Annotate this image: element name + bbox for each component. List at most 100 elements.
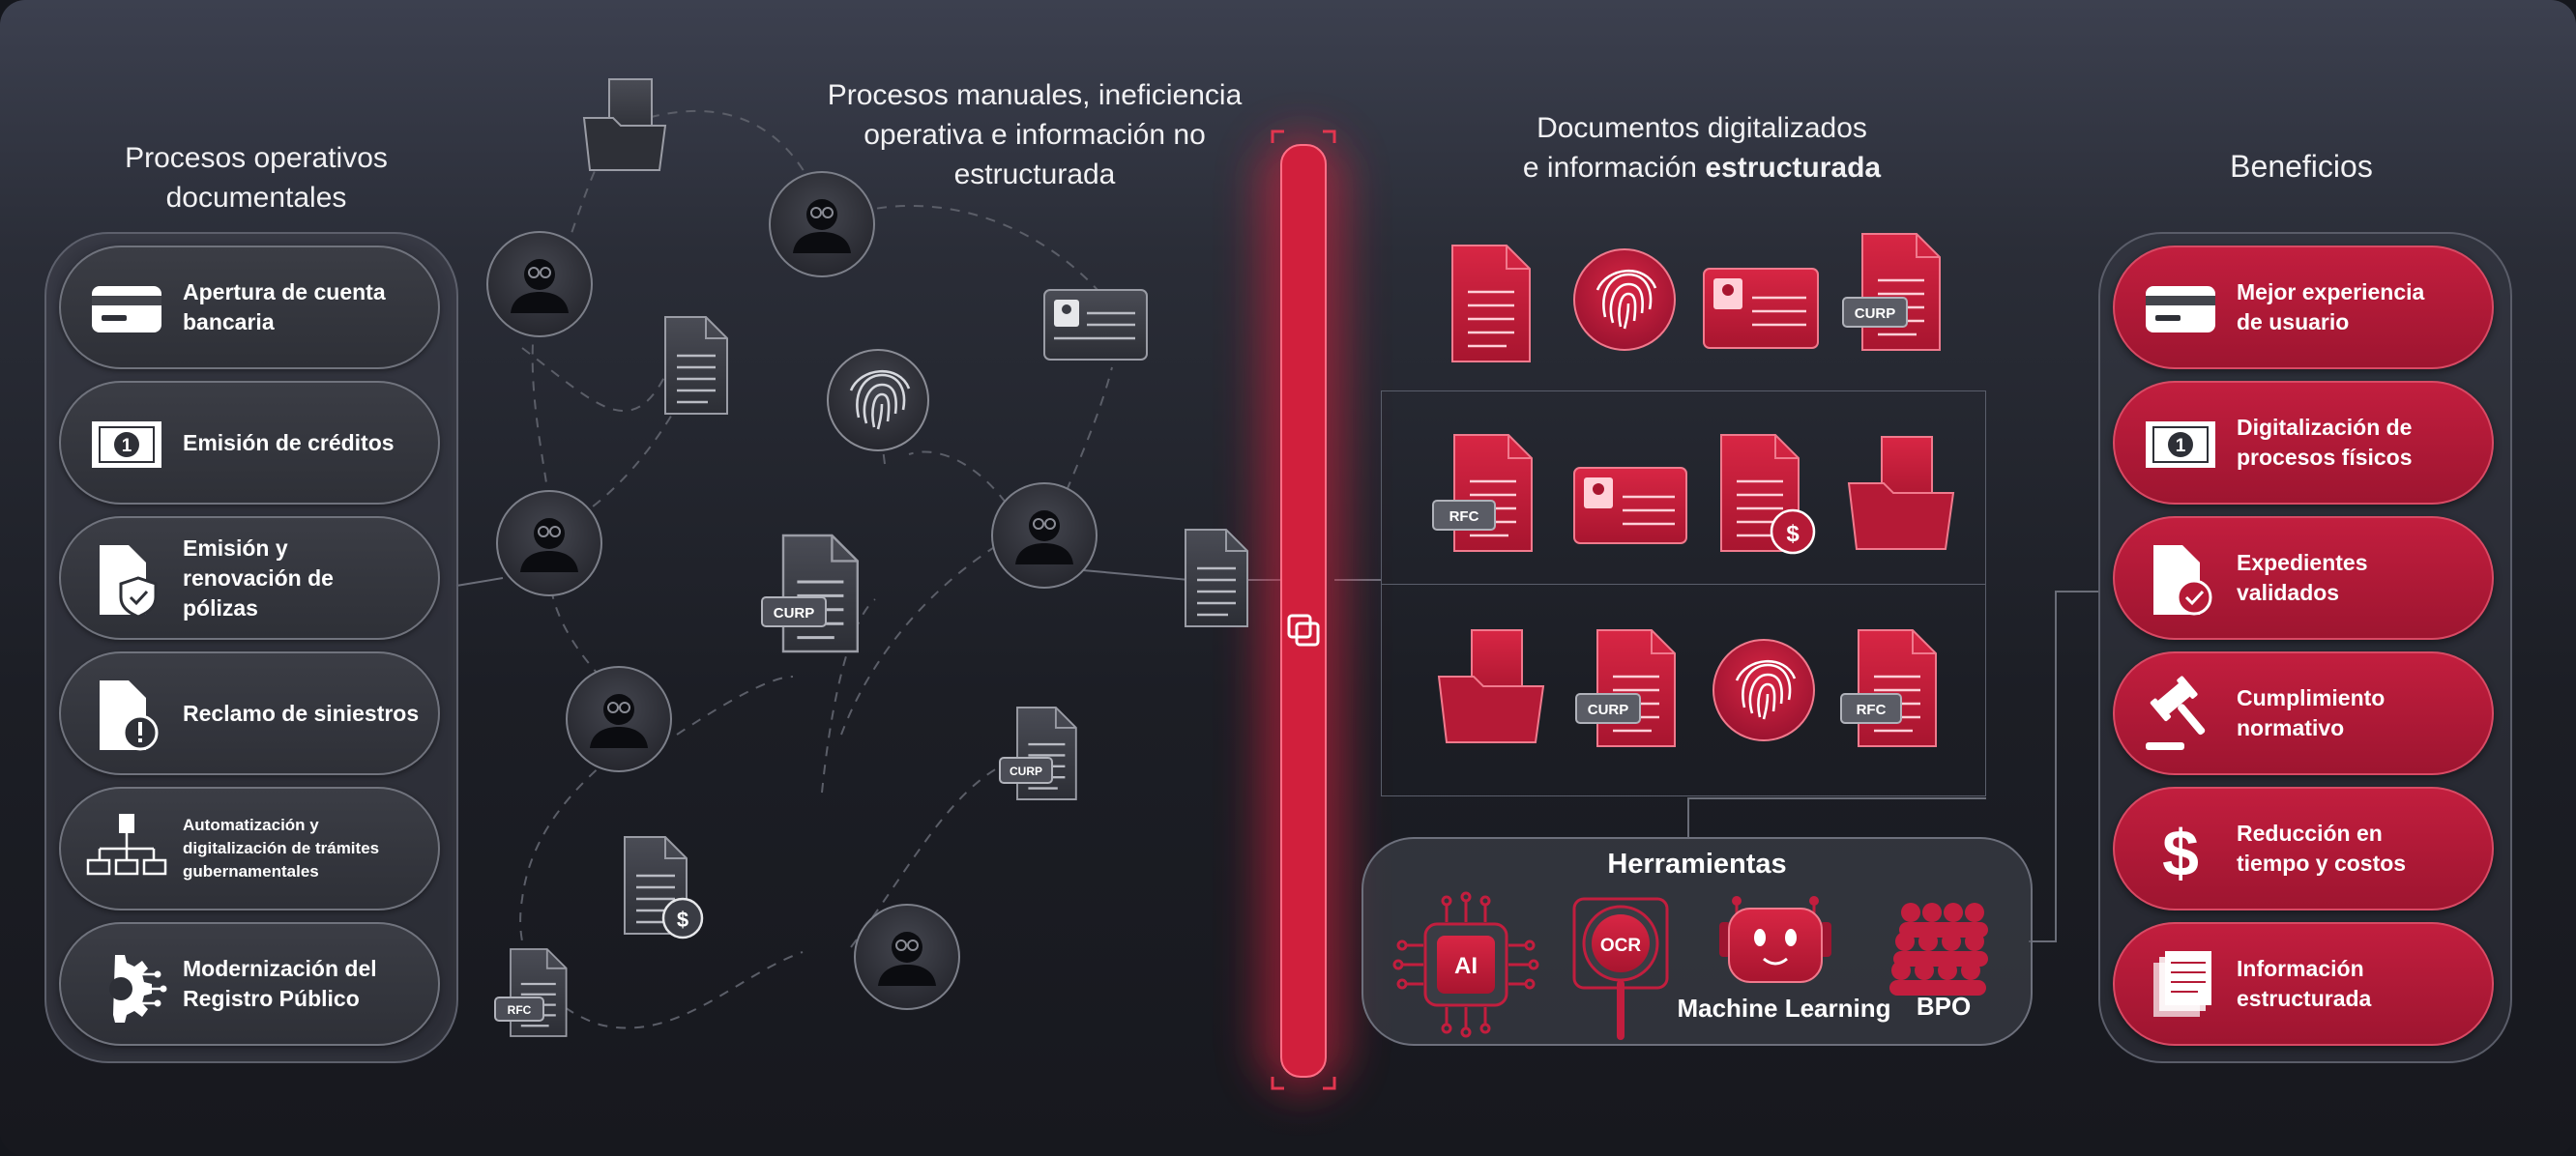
process-label: Automatización y digitalización de trámit… (183, 814, 421, 883)
dollar-glyph: $ (2162, 817, 2199, 890)
ocr-label: OCR (1600, 936, 1642, 956)
middle-title: Procesos manuales, ineficiencia operativa… (827, 79, 1243, 190)
label-line: Apertura de cuenta (183, 279, 386, 304)
folder-icon (582, 78, 667, 171)
red-rfc-document-icon: RFC (1840, 628, 1938, 748)
label-line: Reclamo de siniestros (183, 700, 420, 726)
process-pill-6: Modernización del Registro Público (59, 922, 440, 1046)
document-icon (663, 315, 729, 416)
bpo-label: BPO (1916, 992, 1972, 1021)
scanner-logo-icon (1287, 614, 1320, 647)
tools-panel: Herramientas AI (1361, 837, 2033, 1046)
rfc-document-icon: RFC (494, 947, 568, 1038)
document-icon (1184, 528, 1249, 628)
person-icon (991, 482, 1098, 589)
banknote-icon: 1 (2140, 404, 2221, 485)
process-label: Emisión de créditos (183, 428, 421, 458)
rfc-tag: RFC (1857, 702, 1887, 718)
gear-circuit-icon (86, 945, 167, 1026)
org-chart-icon (86, 810, 167, 891)
label-line: procesos físicos (2237, 445, 2413, 470)
stacked-docs-icon (2140, 945, 2221, 1026)
process-pill-2: 1 Emisión de créditos (59, 381, 440, 505)
benefit-label: Digitalización de procesos físicos (2237, 413, 2474, 473)
label-line: normativo (2237, 715, 2345, 740)
red-folder-icon (1437, 629, 1545, 743)
red-curp-document-icon: CURP (1575, 628, 1677, 748)
benefit-label: Cumplimiento normativo (2237, 683, 2474, 743)
label-line: Automatización y (183, 816, 319, 834)
red-fingerprint-icon (1573, 248, 1676, 351)
curp-tag: CURP (1855, 305, 1896, 322)
process-pill-1: Apertura de cuenta bancaria (59, 246, 440, 369)
process-label: Apertura de cuenta bancaria (183, 277, 421, 337)
benefit-pill-5: $ Reducción en tiempo y costos (2113, 787, 2494, 910)
policy-shield-icon (86, 539, 167, 621)
red-fingerprint-icon (1712, 639, 1815, 741)
dollar-sign: $ (1786, 521, 1800, 547)
card-icon (86, 269, 167, 350)
ocr-magnifier-icon: OCR (1572, 897, 1669, 1040)
label-line: validados (2237, 580, 2340, 605)
curp-document-icon: CURP (761, 534, 860, 653)
label-line: Reducción en (2237, 821, 2383, 846)
red-document-icon (1450, 244, 1532, 363)
benefit-label: Mejor experiencia de usuario (2237, 277, 2474, 337)
curp-tag: CURP (774, 605, 815, 621)
tools-title: Herramientas (1607, 849, 1787, 880)
label-line: digitalización de trámites (183, 839, 380, 857)
red-rfc-document-icon: RFC (1432, 433, 1534, 553)
label-line: Digitalización de (2237, 415, 2413, 440)
claim-alert-icon (86, 675, 167, 756)
ai-chip-icon: AI (1392, 891, 1539, 1038)
rfc-tag: RFC (508, 1003, 532, 1017)
red-id-card-icon (1573, 467, 1687, 544)
curp-tag: CURP (1588, 702, 1629, 718)
banknote-number: 1 (122, 436, 132, 456)
id-card-icon (1043, 289, 1148, 361)
curp-document-icon: CURP (999, 706, 1077, 801)
benefit-label: Información estructurada (2237, 954, 2474, 1014)
label-line: tiempo y costos (2237, 851, 2407, 876)
robot-icon (1719, 896, 1831, 983)
label-line: de usuario (2237, 309, 2350, 334)
label-line: pólizas (183, 594, 258, 621)
benefit-pill-3: Expedientes validados (2113, 516, 2494, 640)
red-dollar-document-icon: $ (1719, 433, 1816, 555)
benefit-pill-4: Cumplimiento normativo (2113, 651, 2494, 775)
process-label: Emisión y renovación de pólizas (183, 534, 421, 623)
banknote-number: 1 (2176, 436, 2186, 456)
label-line: renovación de (183, 564, 334, 591)
label-line: gubernamentales (183, 862, 319, 881)
person-icon (769, 171, 875, 277)
process-pill-4: Reclamo de siniestros (59, 651, 440, 775)
label-line: Mejor experiencia (2237, 279, 2425, 304)
dollar-sign: $ (677, 908, 688, 932)
process-label: Reclamo de siniestros (183, 699, 421, 729)
ai-label: AI (1454, 953, 1478, 979)
person-icon (854, 904, 960, 1010)
dollar-icon: $ (2140, 810, 2221, 891)
label-line: Emisión y (183, 535, 288, 561)
ml-label: Machine Learning (1677, 994, 1891, 1023)
benefit-pill-1: Mejor experiencia de usuario (2113, 246, 2494, 369)
label-line: Información (2237, 956, 2364, 981)
person-icon (486, 231, 593, 337)
label-line: Expedientes (2237, 550, 2368, 575)
dollar-document-icon: $ (623, 835, 704, 939)
benefit-pill-6: Información estructurada (2113, 922, 2494, 1046)
label-line: estructurada (2237, 986, 2372, 1011)
digitized-docs-grid (1381, 390, 1986, 796)
red-id-card-icon (1703, 268, 1819, 349)
benefit-pill-2: 1 Digitalización de procesos físicos (2113, 381, 2494, 505)
left-title: Procesos operativos documentales (125, 142, 388, 214)
label-line: Emisión de créditos (183, 429, 395, 455)
red-folder-icon (1847, 436, 1955, 550)
card-icon (2140, 269, 2221, 350)
fingerprint-icon (827, 349, 929, 451)
person-icon (566, 666, 672, 772)
file-check-icon (2140, 539, 2221, 621)
grid-divider (1381, 584, 1986, 585)
